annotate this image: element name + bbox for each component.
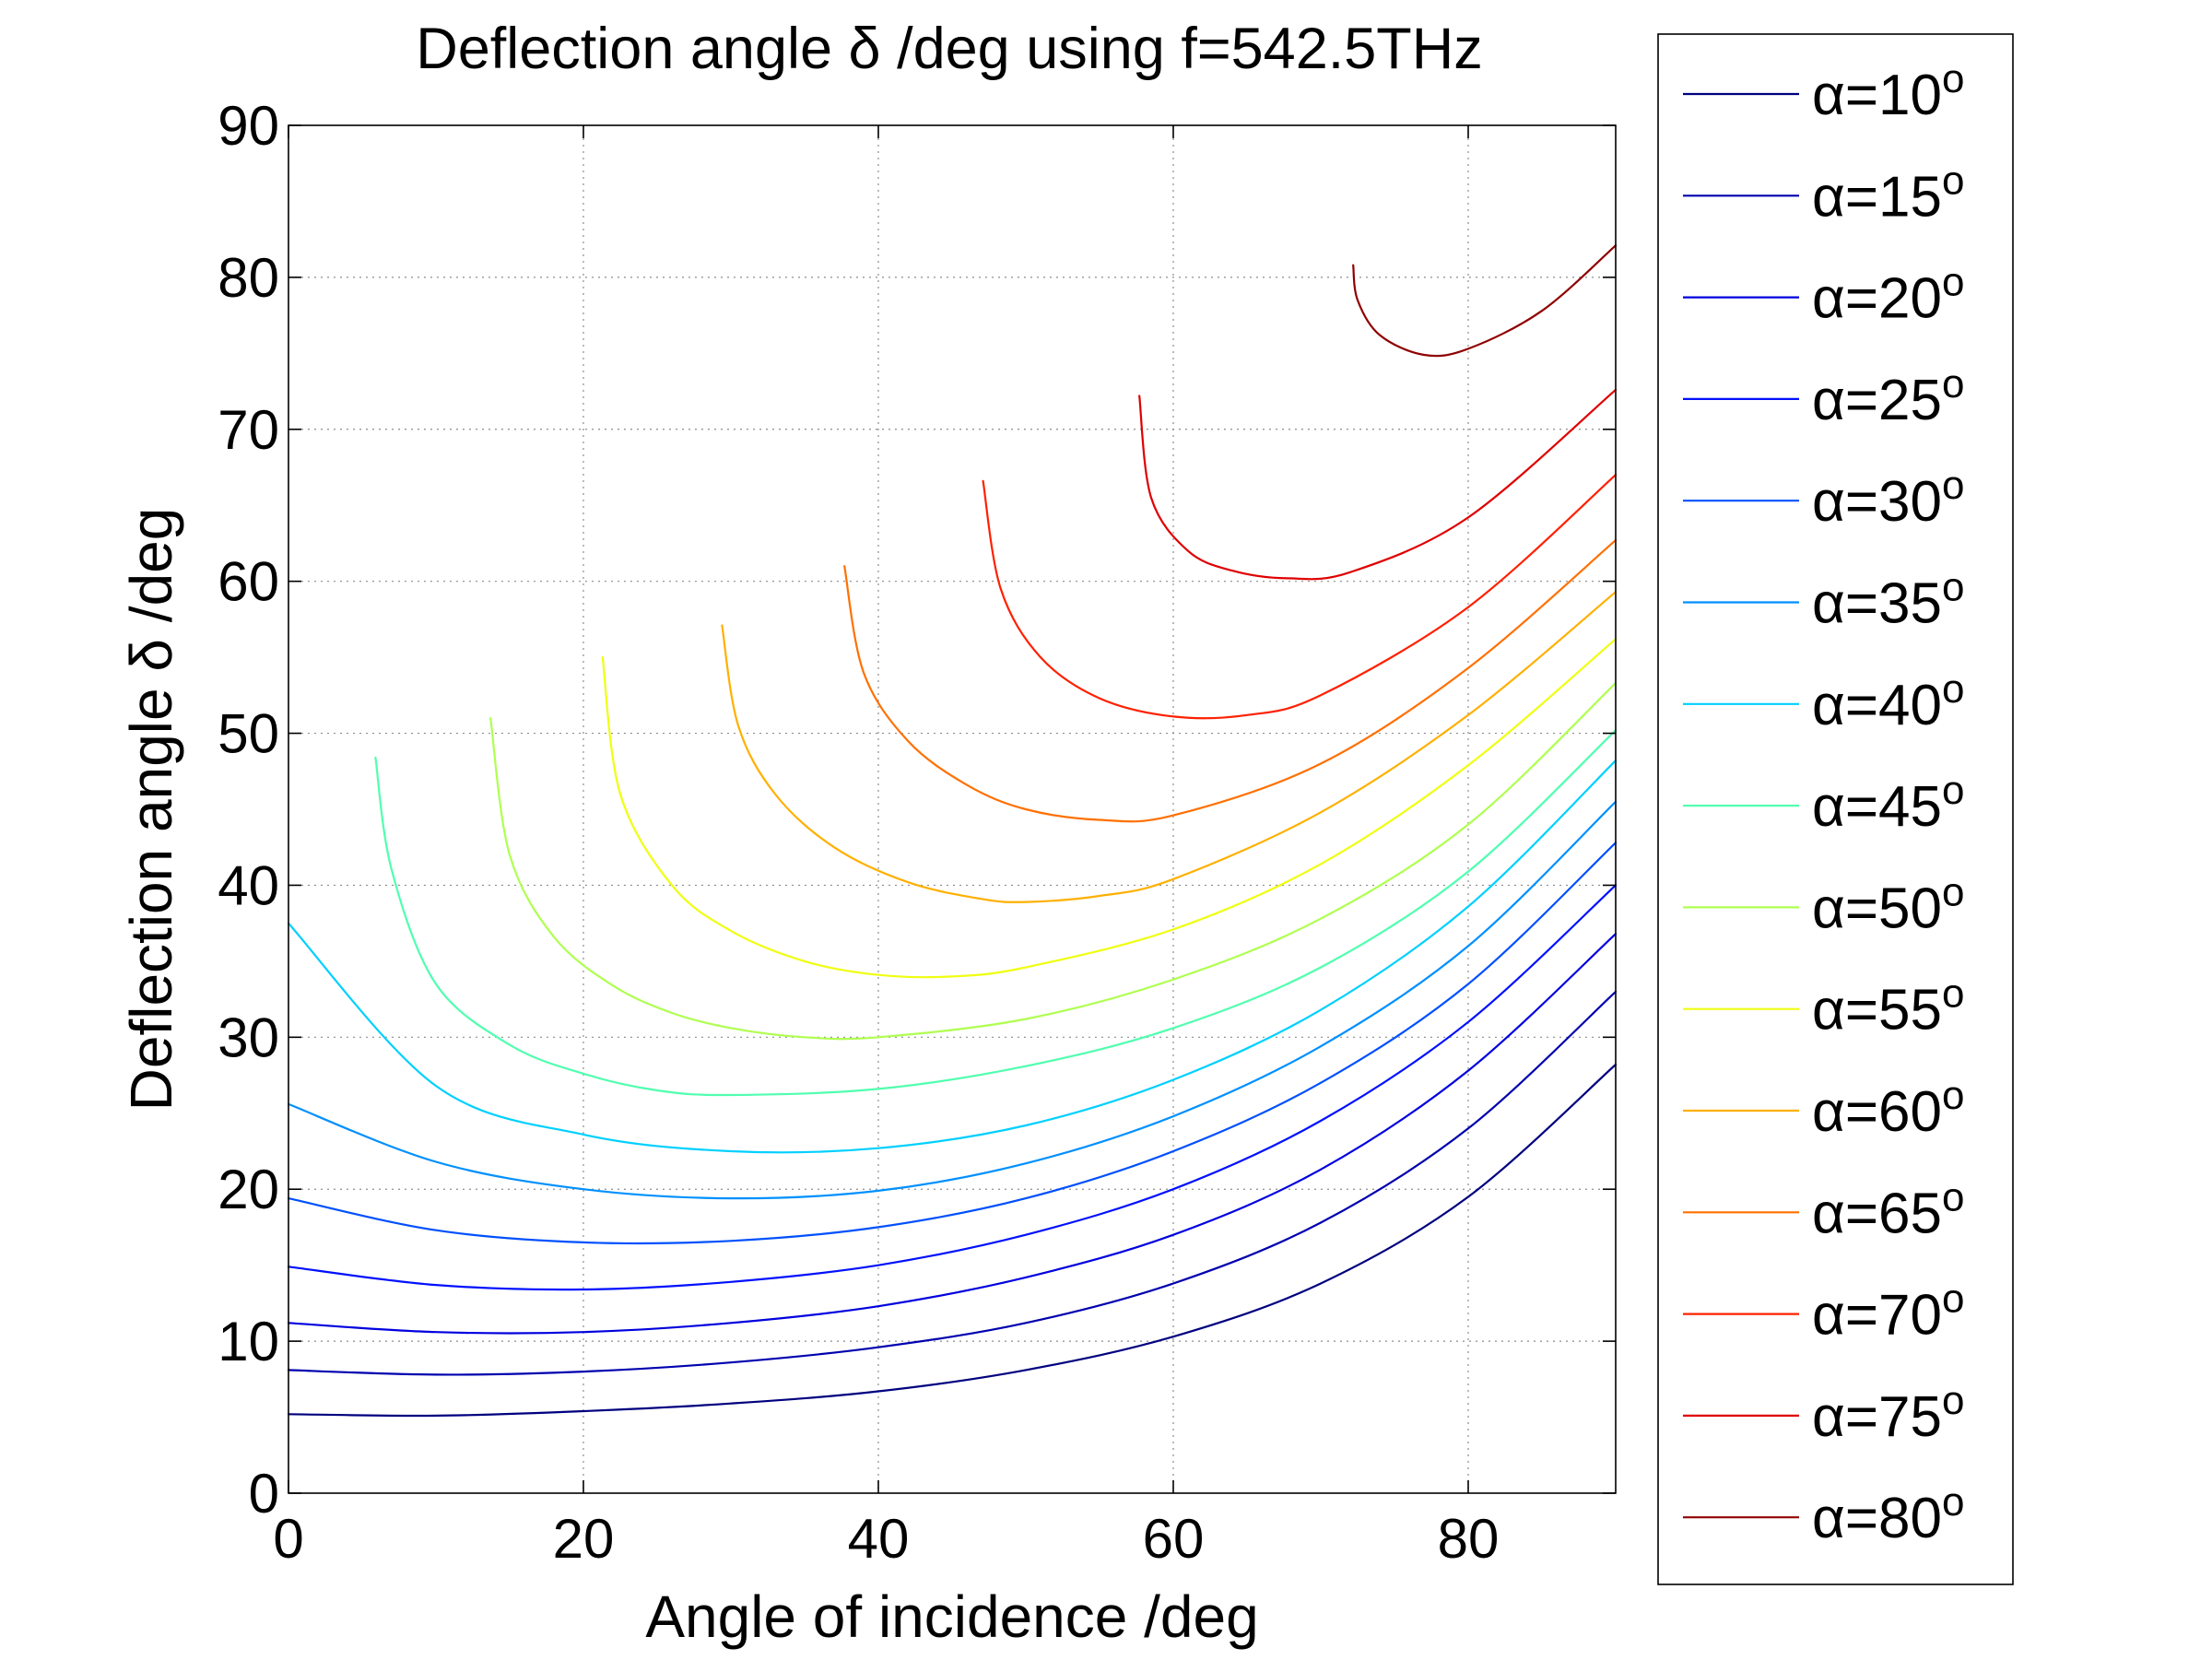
- legend-label: α=40o: [1812, 666, 1965, 737]
- series-line-5: [287, 842, 1618, 1245]
- legend-label: α=70o: [1812, 1277, 1965, 1348]
- series-lines: [287, 244, 1618, 1418]
- legend-entry: α=20o: [1683, 260, 1965, 331]
- series-line-12: [843, 539, 1618, 823]
- legend-label: α=25o: [1812, 361, 1965, 432]
- legend-entry: α=50o: [1683, 869, 1965, 940]
- legend-entry: α=45o: [1683, 768, 1965, 839]
- legend-label: α=55o: [1812, 971, 1965, 1042]
- y-tick-label: 70: [218, 399, 279, 461]
- legend-entry: α=75o: [1683, 1378, 1965, 1449]
- legend-label: α=45o: [1812, 768, 1965, 839]
- legend-label: α=50o: [1812, 869, 1965, 940]
- legend-entry: α=25o: [1683, 361, 1965, 432]
- series-line-11: [721, 591, 1618, 903]
- series-line-13: [982, 474, 1618, 720]
- legend-entry: α=60o: [1683, 1073, 1965, 1144]
- x-tick-label: 20: [553, 1508, 615, 1570]
- legend-entry: α=10o: [1683, 56, 1965, 127]
- series-line-14: [1138, 388, 1618, 581]
- x-tick-label: 60: [1143, 1508, 1205, 1570]
- legend-entry: α=40o: [1683, 666, 1965, 737]
- series-line-1: [287, 1063, 1618, 1418]
- legend-entry: α=15o: [1683, 158, 1965, 229]
- y-tick-label: 40: [218, 854, 279, 916]
- tick-marks: [288, 124, 1616, 1494]
- y-tick-label: 80: [218, 247, 279, 309]
- series-line-4: [287, 884, 1618, 1291]
- legend-label: α=60o: [1812, 1073, 1965, 1144]
- plot-area: [287, 124, 1618, 1494]
- y-axis-label: Deflection angle δ /deg: [118, 508, 184, 1112]
- x-tick-label: 0: [273, 1508, 303, 1570]
- y-tick-label: 90: [218, 95, 279, 157]
- series-line-2: [287, 990, 1618, 1376]
- y-tick-label: 10: [218, 1311, 279, 1372]
- legend-items: α=10o α=15o α=20o α=25o α=30o α=35o α=40o α=45o…: [1683, 56, 1965, 1550]
- plot-frame: [288, 124, 1617, 1494]
- legend-label: α=20o: [1812, 260, 1965, 331]
- y-tick-label: 50: [218, 703, 279, 765]
- x-tick-label: 40: [848, 1508, 910, 1570]
- legend-box: [1657, 33, 2014, 1585]
- x-tick-labels: 0 20 40 60 80: [273, 1508, 1499, 1570]
- legend-label: α=30o: [1812, 463, 1965, 534]
- y-tick-label: 30: [218, 1007, 279, 1068]
- plot-background: [288, 125, 1616, 1493]
- chart-title: Deflection angle δ /deg using f=542.5THz: [416, 17, 1483, 81]
- legend-entry: α=80o: [1683, 1479, 1965, 1550]
- x-axis-label: Angle of incidence /deg: [645, 1583, 1258, 1650]
- series-line-10: [601, 638, 1618, 979]
- legend-entry: α=30o: [1683, 463, 1965, 534]
- y-tick-label: 60: [218, 551, 279, 613]
- legend-label: α=35o: [1812, 565, 1965, 636]
- x-tick-label: 80: [1438, 1508, 1500, 1570]
- legend-label: α=15o: [1812, 158, 1965, 229]
- series-line-3: [287, 933, 1618, 1335]
- legend-label: α=10o: [1812, 56, 1965, 127]
- legend-entry: α=55o: [1683, 971, 1965, 1042]
- legend-entry: α=35o: [1683, 565, 1965, 636]
- series-line-9: [489, 682, 1618, 1041]
- y-tick-labels: 0 10 20 30 40 50 60 70 80 90: [218, 95, 279, 1525]
- legend-label: α=75o: [1812, 1378, 1965, 1449]
- series-line-6: [287, 800, 1618, 1200]
- y-tick-label: 20: [218, 1159, 279, 1220]
- legend-label: α=80o: [1812, 1479, 1965, 1550]
- legend: α=10o α=15o α=20o α=25o α=30o α=35o α=40o α=45o…: [1657, 33, 2014, 1585]
- series-line-7: [287, 759, 1618, 1154]
- series-line-8: [374, 729, 1618, 1097]
- series-line-15: [1352, 244, 1618, 358]
- y-tick-label: 0: [249, 1463, 279, 1525]
- legend-label: α=65o: [1812, 1174, 1965, 1245]
- legend-entry: α=70o: [1683, 1277, 1965, 1348]
- grid-lines: [288, 125, 1616, 1493]
- legend-entry: α=65o: [1683, 1174, 1965, 1245]
